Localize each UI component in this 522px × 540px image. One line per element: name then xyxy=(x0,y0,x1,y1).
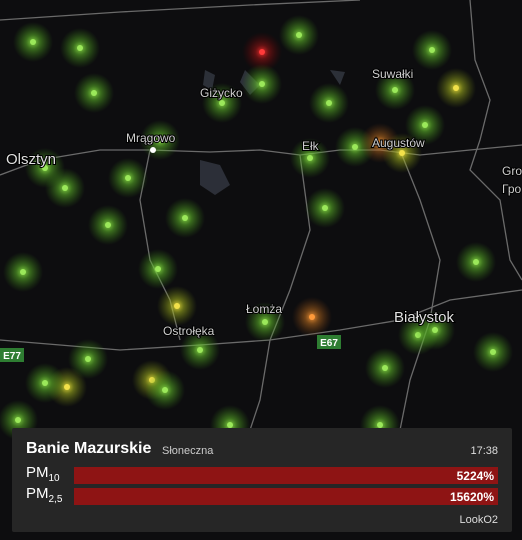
pm-label: PM2,5 xyxy=(26,485,62,505)
town-marker xyxy=(150,147,156,153)
brand: LookO2 xyxy=(459,514,498,526)
road-label: E77 xyxy=(3,351,21,362)
place-label: Ostrołęka xyxy=(163,324,215,338)
sensor-marker[interactable] xyxy=(42,165,48,171)
pm-value: 15620% xyxy=(449,490,494,504)
place-label: Białystok xyxy=(394,309,455,326)
sensor-marker[interactable] xyxy=(322,205,328,211)
place-label: Ełk xyxy=(302,139,320,153)
pm-sub: 2,5 xyxy=(48,494,63,505)
sensor-marker[interactable] xyxy=(377,140,383,146)
pm-row: PM10 5224% xyxy=(12,464,512,484)
sensor-markers xyxy=(0,15,513,445)
place-label: Augustów xyxy=(372,136,425,150)
place-label: Giżycko xyxy=(200,86,243,100)
sensor-marker[interactable] xyxy=(62,185,68,191)
sensor-marker[interactable] xyxy=(377,422,383,428)
time: 17:38 xyxy=(470,445,498,457)
sensor-marker[interactable] xyxy=(259,49,265,55)
sensor-marker[interactable] xyxy=(105,222,111,228)
road-shield xyxy=(317,335,341,349)
sensor-marker[interactable] xyxy=(490,349,496,355)
sensor-marker[interactable] xyxy=(399,150,405,156)
sensor-marker[interactable] xyxy=(64,384,70,390)
pm-bar: 5224% xyxy=(74,467,498,484)
place-label: Łomża xyxy=(246,302,282,316)
sensor-marker[interactable] xyxy=(352,144,358,150)
station-panel[interactable]: Banie Mazurskie Słoneczna 17:38 PM10 522… xyxy=(12,428,512,532)
sensor-marker[interactable] xyxy=(91,90,97,96)
pm-name: PM xyxy=(26,464,49,481)
pm-label: PM10 xyxy=(26,464,60,484)
place-label: Suwałki xyxy=(372,67,413,81)
road-label: E67 xyxy=(320,338,338,349)
sensor-marker[interactable] xyxy=(473,259,479,265)
place-label: Mrągowo xyxy=(126,131,176,145)
place-label: Гро xyxy=(502,182,521,196)
sensor-marker[interactable] xyxy=(296,32,302,38)
sensor-marker[interactable] xyxy=(227,422,233,428)
sensor-marker[interactable] xyxy=(219,100,225,106)
sensor-marker[interactable] xyxy=(30,39,36,45)
place-label: Gro xyxy=(502,164,522,178)
pm-bar: 15620% xyxy=(74,488,498,505)
sensor-marker[interactable] xyxy=(197,347,203,353)
sensor-marker[interactable] xyxy=(20,269,26,275)
sensor-marker[interactable] xyxy=(307,155,313,161)
sensor-marker[interactable] xyxy=(453,85,459,91)
road-shield xyxy=(0,348,24,362)
sensor-marker[interactable] xyxy=(85,356,91,362)
sensor-marker[interactable] xyxy=(309,314,315,320)
pm-row: PM2,5 15620% xyxy=(12,485,512,505)
sensor-marker[interactable] xyxy=(326,100,332,106)
sensor-marker[interactable] xyxy=(77,45,83,51)
sensor-marker[interactable] xyxy=(182,215,188,221)
sensor-marker[interactable] xyxy=(157,137,163,143)
pm-sub: 10 xyxy=(48,473,60,484)
sensor-marker[interactable] xyxy=(259,81,265,87)
street: Słoneczna xyxy=(162,445,214,457)
sensor-marker[interactable] xyxy=(162,387,168,393)
sensor-marker[interactable] xyxy=(155,266,161,272)
pm-value: 5224% xyxy=(456,469,494,483)
place-label: Olsztyn xyxy=(6,151,56,168)
pm-name: PM xyxy=(26,485,49,502)
sensor-marker[interactable] xyxy=(429,47,435,53)
sensor-marker[interactable] xyxy=(432,327,438,333)
sensor-marker[interactable] xyxy=(15,417,21,423)
sensor-marker[interactable] xyxy=(382,365,388,371)
sensor-marker[interactable] xyxy=(125,175,131,181)
sensor-marker[interactable] xyxy=(262,319,268,325)
sensor-marker[interactable] xyxy=(422,122,428,128)
sensor-marker[interactable] xyxy=(174,303,180,309)
station-name: Banie Mazurskie xyxy=(26,440,152,457)
sensor-marker[interactable] xyxy=(392,87,398,93)
sensor-marker[interactable] xyxy=(42,380,48,386)
